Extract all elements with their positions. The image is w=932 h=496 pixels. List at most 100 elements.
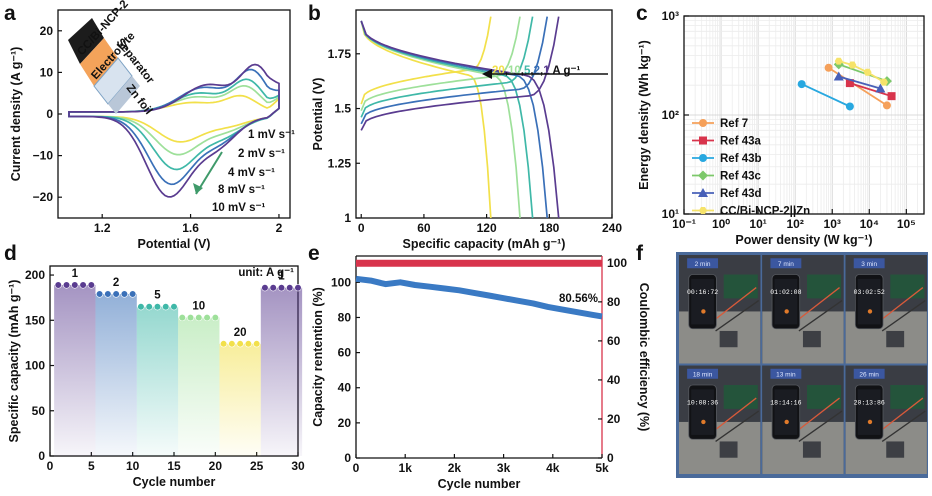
photo-device xyxy=(886,441,905,458)
capacity-point-group-5 xyxy=(294,284,302,292)
y-tick-label: 1 xyxy=(344,211,351,225)
photo-phone-screen xyxy=(691,389,714,435)
y-axis-label: Potential (V) xyxy=(311,78,325,151)
x-tick-label: 10⁻¹ xyxy=(672,217,696,231)
panel-label-e: e xyxy=(308,242,320,265)
capacity-bar-group-5 xyxy=(260,287,303,456)
capacity-retention-line xyxy=(355,275,603,320)
x-tick-label: 0 xyxy=(358,221,365,235)
panel-f-photo-grid: 00:16:72 2 min 01:02:08 7 min 03:02:52 3 min 1… xyxy=(676,252,928,478)
y-tick-label: −20 xyxy=(33,190,54,204)
discharge-curve-series-0 xyxy=(360,20,492,219)
photo-time-label: 18 min xyxy=(693,371,713,378)
ragone-point-series-2-1 xyxy=(845,102,854,111)
capacity-bar-group-0 xyxy=(54,285,96,456)
y-tick-label: 150 xyxy=(25,313,45,327)
legend-marker-series-2 xyxy=(699,154,707,162)
charge-curve-series-2 xyxy=(360,16,534,118)
ragone-point-series-4-1 xyxy=(875,83,886,93)
legend-marker-series-1 xyxy=(699,136,707,145)
legend-label-series-5: CC/Bi-NCP-2||Zn xyxy=(720,206,810,218)
panel-label-b: b xyxy=(308,2,321,25)
x-tick-label: 10⁰ xyxy=(712,217,730,231)
photo-device xyxy=(886,330,905,348)
rate-label-20: 20 xyxy=(492,65,505,77)
y-tick-label: 10² xyxy=(662,108,679,122)
capacity-point-group-0 xyxy=(79,281,87,289)
capacity-point-group-2 xyxy=(153,303,162,311)
charge-curve-series-3 xyxy=(360,16,549,125)
x-tick-label: 120 xyxy=(477,221,497,235)
y-tick-label: 10¹ xyxy=(662,207,679,221)
y-tick-label: 1.25 xyxy=(328,156,352,170)
photo-green-board xyxy=(723,274,758,299)
rate-label-group-0: 1 xyxy=(72,268,79,280)
capacity-point-group-1 xyxy=(104,290,112,298)
rate-label-group-2: 5 xyxy=(154,290,161,302)
capacity-point-group-3 xyxy=(211,313,219,322)
capacity-point-group-0 xyxy=(71,281,79,289)
ragone-point-series-0-1 xyxy=(882,101,891,110)
y-tick-label: 10 xyxy=(40,65,54,79)
photo-black-wire xyxy=(715,410,760,442)
photo-tile-1: 01:02:08 7 min xyxy=(762,255,844,364)
photo-green-board xyxy=(890,385,925,409)
capacity-point-group-4 xyxy=(228,340,236,348)
photo-phone-screen xyxy=(857,278,881,325)
capacity-point-group-2 xyxy=(162,303,170,311)
photo-stopwatch-readout: 03:02:52 xyxy=(854,289,885,296)
capacity-point-group-1 xyxy=(120,290,128,298)
x-axis-label: Potential (V) xyxy=(138,237,211,251)
photo-stopwatch-readout: 10:08:36 xyxy=(687,400,718,407)
photo-stopwatch-readout: 01:02:08 xyxy=(770,289,801,296)
rate-label-2: 2 xyxy=(534,65,540,77)
legend-label-series-1: Ref 43a xyxy=(720,136,762,148)
scan-rate-label-2: 4 mV s⁻¹ xyxy=(228,167,275,179)
capacity-point-group-4 xyxy=(253,340,261,348)
photo-red-wire xyxy=(711,287,757,323)
x-tick-label: 5 xyxy=(88,459,95,473)
capacity-point-group-4 xyxy=(220,340,228,348)
legend-marker-series-0 xyxy=(699,119,707,127)
legend-label-series-4: Ref 43d xyxy=(720,188,762,200)
scan-rate-arrowhead xyxy=(193,183,203,194)
capacity-point-group-0 xyxy=(62,281,71,289)
capacity-point-group-4 xyxy=(244,340,252,348)
x-tick-label: 2k xyxy=(448,461,462,475)
x-tick-label: 3k xyxy=(497,461,511,475)
photo-stopwatch-button xyxy=(867,419,873,425)
x-tick-label: 25 xyxy=(250,459,264,473)
legend-marker-series-4 xyxy=(698,188,708,197)
photo-black-wire xyxy=(881,410,926,442)
capacity-point-group-2 xyxy=(170,303,178,311)
x-tick-label: 0 xyxy=(47,459,54,473)
photo-time-tag xyxy=(687,258,719,269)
x-tick-label: 1.6 xyxy=(182,221,199,235)
panel-label-d: d xyxy=(4,242,17,265)
capacity-bar-group-3 xyxy=(178,317,220,456)
x-tick-label: 10⁴ xyxy=(860,217,879,231)
capacity-point-group-3 xyxy=(186,313,195,322)
x-tick-label: 1.2 xyxy=(94,221,111,235)
photo-stopwatch-button xyxy=(784,419,789,425)
photo-black-wire xyxy=(881,300,926,332)
x-tick-label: 4k xyxy=(546,461,560,475)
y-tick-label: 0 xyxy=(38,449,45,463)
ragone-point-series-1-0 xyxy=(845,79,854,88)
x-tick-label: 30 xyxy=(291,459,305,473)
x-axis-label: Specific capacity (mAh g⁻¹) xyxy=(403,237,566,251)
capacity-point-group-1 xyxy=(129,290,137,298)
photo-time-label: 7 min xyxy=(778,261,794,268)
y-tick-label: −10 xyxy=(33,149,54,163)
ragone-point-series-4-0 xyxy=(833,71,844,81)
capacity-bar-group-4 xyxy=(219,343,261,456)
capacity-point-group-5 xyxy=(261,284,269,292)
photo-time-tag xyxy=(853,258,885,269)
x-tick-label: 0 xyxy=(353,461,360,475)
photo-red-wire xyxy=(877,287,924,323)
rate-label-group-4: 20 xyxy=(234,327,247,339)
cv-curve-series-4 xyxy=(68,63,280,198)
photo-tile-4: 18:14:16 13 min xyxy=(762,365,844,474)
